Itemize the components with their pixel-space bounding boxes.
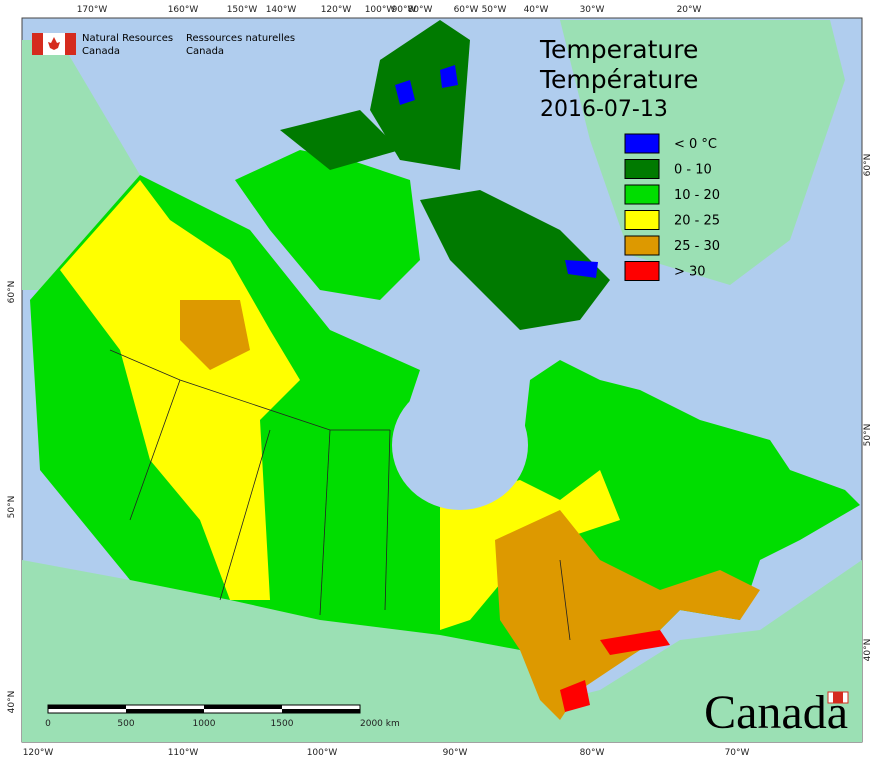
border bbox=[129, 379, 181, 521]
scale-label: 500 bbox=[117, 719, 134, 729]
scale-segment bbox=[204, 705, 282, 709]
baffin bbox=[420, 190, 610, 330]
latitude-label: 40°N bbox=[7, 691, 17, 714]
longitude-label: 90°W bbox=[392, 5, 417, 15]
scale-segment bbox=[282, 709, 360, 713]
legend-swatch bbox=[624, 159, 660, 179]
longitude-label: 20°W bbox=[677, 5, 702, 15]
legend-label: < 0 °C bbox=[674, 137, 717, 152]
flag-bar bbox=[32, 33, 43, 55]
usa bbox=[22, 560, 862, 742]
legend-swatch bbox=[624, 210, 660, 230]
cold-area bbox=[395, 80, 415, 105]
legend: < 0 °C 0 - 10 10 - 20 20 - 25 25 - 30 > 30 bbox=[624, 133, 720, 281]
border bbox=[319, 429, 331, 616]
agency-en: Natural Resources bbox=[82, 33, 173, 44]
latitude-label: 60°N bbox=[7, 281, 17, 304]
arctic-island bbox=[235, 150, 420, 300]
arctic-island bbox=[280, 110, 400, 170]
wordmark-flag bbox=[833, 692, 843, 703]
map-body bbox=[22, 20, 862, 742]
longitude-label: 140°W bbox=[266, 5, 297, 15]
cold-area bbox=[565, 260, 598, 278]
longitude-label: 80°W bbox=[408, 5, 433, 15]
border bbox=[559, 559, 571, 641]
title: Température bbox=[539, 65, 698, 94]
legend-label: 20 - 25 bbox=[674, 214, 720, 229]
very-hot-area bbox=[600, 630, 670, 655]
alaska bbox=[22, 40, 140, 290]
border bbox=[219, 429, 271, 601]
scale-label: 1000 bbox=[193, 719, 216, 729]
scale-bar: 0 500 1000 1500 2000 km bbox=[45, 704, 400, 729]
legend-swatch bbox=[624, 133, 660, 154]
longitude-label: 160°W bbox=[168, 5, 199, 15]
flag-leaf bbox=[48, 37, 60, 50]
longitude-label: 120°W bbox=[321, 5, 352, 15]
legend-swatch bbox=[624, 184, 660, 205]
legend-swatch bbox=[624, 261, 660, 281]
longitude-label: 70°W bbox=[725, 748, 750, 758]
flag-bar bbox=[65, 33, 76, 55]
longitude-label: 100°W bbox=[365, 5, 396, 15]
cold-area bbox=[440, 65, 458, 88]
legend-label: 25 - 30 bbox=[674, 239, 720, 254]
latitude-label: 60°N bbox=[863, 154, 873, 177]
scale-segment bbox=[48, 705, 126, 709]
agency-fr: Ressources naturelles bbox=[186, 33, 295, 44]
longitude-label: 110°W bbox=[168, 748, 199, 758]
scale-label: 2000 km bbox=[360, 719, 400, 729]
legend-label: > 30 bbox=[674, 265, 706, 280]
title: Temperature bbox=[539, 35, 698, 64]
scale-label: 1500 bbox=[271, 719, 294, 729]
warm-area bbox=[60, 180, 300, 600]
longitude-label: 150°W bbox=[227, 5, 258, 15]
longitude-label: 40°W bbox=[524, 5, 549, 15]
agency-en: Canada bbox=[82, 46, 120, 57]
ellesmere bbox=[370, 20, 470, 170]
legend-label: 10 - 20 bbox=[674, 188, 720, 203]
legend-label: 0 - 10 bbox=[674, 163, 712, 178]
border bbox=[384, 429, 391, 611]
latitude-label: 50°N bbox=[863, 424, 873, 447]
scale-label: 0 bbox=[45, 719, 51, 729]
hudson-bay bbox=[392, 380, 528, 510]
longitude-label: 50°W bbox=[482, 5, 507, 15]
longitude-label: 60°W bbox=[454, 5, 479, 15]
hot-area bbox=[495, 510, 760, 720]
legend-swatch bbox=[624, 235, 660, 256]
latitude-label: 50°N bbox=[7, 496, 17, 519]
border bbox=[109, 349, 390, 431]
wordmark: Canada bbox=[704, 686, 848, 739]
longitude-label: 80°W bbox=[580, 748, 605, 758]
hot-area bbox=[180, 300, 250, 370]
scale-segment bbox=[126, 709, 204, 713]
longitude-label: 170°W bbox=[77, 5, 108, 15]
very-hot-area bbox=[560, 680, 590, 712]
graticule-labels: 170°W 160°W 150°W 140°W 120°W 100°W90°W80°W 60… bbox=[7, 5, 873, 758]
date: 2016-07-13 bbox=[540, 97, 668, 122]
longitude-label: 90°W bbox=[443, 748, 468, 758]
latitude-label: 40°N bbox=[863, 639, 873, 662]
longitude-label: 100°W bbox=[307, 748, 338, 758]
longitude-label: 120°W bbox=[23, 748, 54, 758]
longitude-label: 30°W bbox=[580, 5, 605, 15]
agency-fr: Canada bbox=[186, 46, 224, 57]
